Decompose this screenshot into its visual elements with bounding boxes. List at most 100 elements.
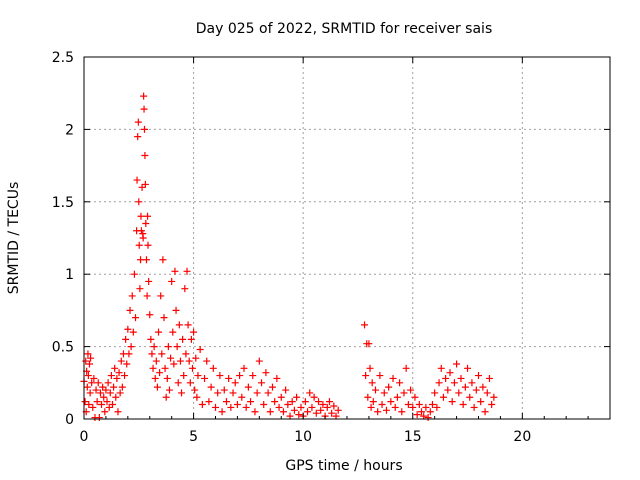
data-point (222, 398, 230, 406)
data-point (135, 198, 143, 206)
data-point (85, 360, 93, 368)
data-point (233, 401, 241, 409)
data-point (334, 406, 342, 414)
data-point (169, 328, 177, 336)
y-tick-label: 0.5 (52, 340, 74, 356)
data-point (319, 401, 327, 409)
data-point (258, 379, 266, 387)
data-point (106, 389, 114, 397)
data-point (130, 270, 138, 278)
data-point (437, 364, 445, 372)
data-point (475, 372, 482, 380)
data-point (98, 401, 106, 409)
data-point (86, 389, 94, 397)
data-point (214, 389, 222, 397)
data-point (101, 408, 109, 416)
data-point (448, 398, 456, 406)
data-point (191, 386, 199, 394)
data-point (140, 92, 148, 100)
data-point (424, 414, 432, 422)
data-point (176, 357, 184, 365)
data-point (264, 389, 272, 397)
chart-title: Day 025 of 2022, SRMTID for receiver sai… (196, 21, 492, 37)
y-axis-label: SRMTID / TECUs (6, 182, 22, 295)
data-point (143, 292, 151, 300)
data-point (103, 398, 111, 406)
data-point (141, 180, 149, 188)
data-point (159, 256, 167, 264)
data-point (90, 374, 98, 382)
data-point (244, 383, 252, 391)
data-point (268, 383, 276, 391)
data-point (236, 372, 244, 380)
data-point (444, 386, 452, 394)
data-point (139, 234, 147, 242)
data-point (227, 403, 235, 411)
data-point (413, 411, 421, 419)
data-point (229, 389, 237, 397)
data-point (94, 379, 102, 387)
data-point (146, 311, 154, 319)
data-point (240, 364, 248, 372)
data-point (479, 383, 487, 391)
data-point (122, 335, 130, 343)
data-point (242, 403, 250, 411)
data-point (415, 401, 423, 409)
data-point (157, 292, 165, 300)
data-point (293, 393, 301, 401)
data-point (168, 277, 176, 285)
data-point (378, 401, 386, 409)
y-tick-label: 2.5 (52, 50, 74, 66)
x-axis-ticks: 0 5 10 15 20 (80, 57, 589, 445)
x-tick-label: 5 (189, 429, 198, 445)
x-tick-label: 20 (513, 429, 531, 445)
data-point (400, 389, 408, 397)
data-point (277, 393, 285, 401)
data-point (100, 393, 108, 401)
data-point (161, 364, 169, 372)
data-point (171, 267, 179, 275)
data-point (174, 379, 182, 387)
data-point (368, 379, 376, 387)
data-point (192, 354, 200, 362)
data-point (328, 409, 336, 417)
data-point (87, 354, 95, 362)
data-point (201, 374, 209, 382)
x-axis-label: GPS time / hours (285, 458, 402, 474)
data-point (190, 328, 198, 336)
data-point (485, 374, 493, 382)
data-point (153, 383, 161, 391)
data-point (188, 364, 196, 372)
data-point (251, 408, 259, 416)
data-point (442, 374, 450, 382)
data-point (255, 357, 263, 365)
data-point (362, 372, 370, 380)
data-point (455, 389, 463, 397)
y-tick-label: 1.5 (52, 195, 74, 211)
data-point (107, 372, 115, 380)
data-point (156, 369, 164, 377)
data-point (84, 350, 92, 358)
data-point (477, 398, 485, 406)
data-point (164, 343, 172, 351)
data-point (112, 393, 120, 401)
data-point (193, 393, 201, 401)
data-point (124, 325, 132, 333)
data-point (472, 386, 480, 394)
data-point (207, 383, 215, 391)
data-point (209, 364, 217, 372)
data-point (137, 212, 145, 220)
data-point (84, 372, 92, 380)
data-point (488, 401, 496, 409)
data-point (160, 314, 168, 322)
data-point (420, 412, 428, 420)
data-point (393, 393, 401, 401)
data-point (366, 364, 374, 372)
data-point (376, 372, 384, 380)
data-point (218, 408, 226, 416)
data-point (446, 369, 454, 377)
data-point (310, 393, 318, 401)
data-point (385, 383, 393, 391)
data-point (183, 267, 191, 275)
y-tick-label: 2 (65, 122, 74, 138)
